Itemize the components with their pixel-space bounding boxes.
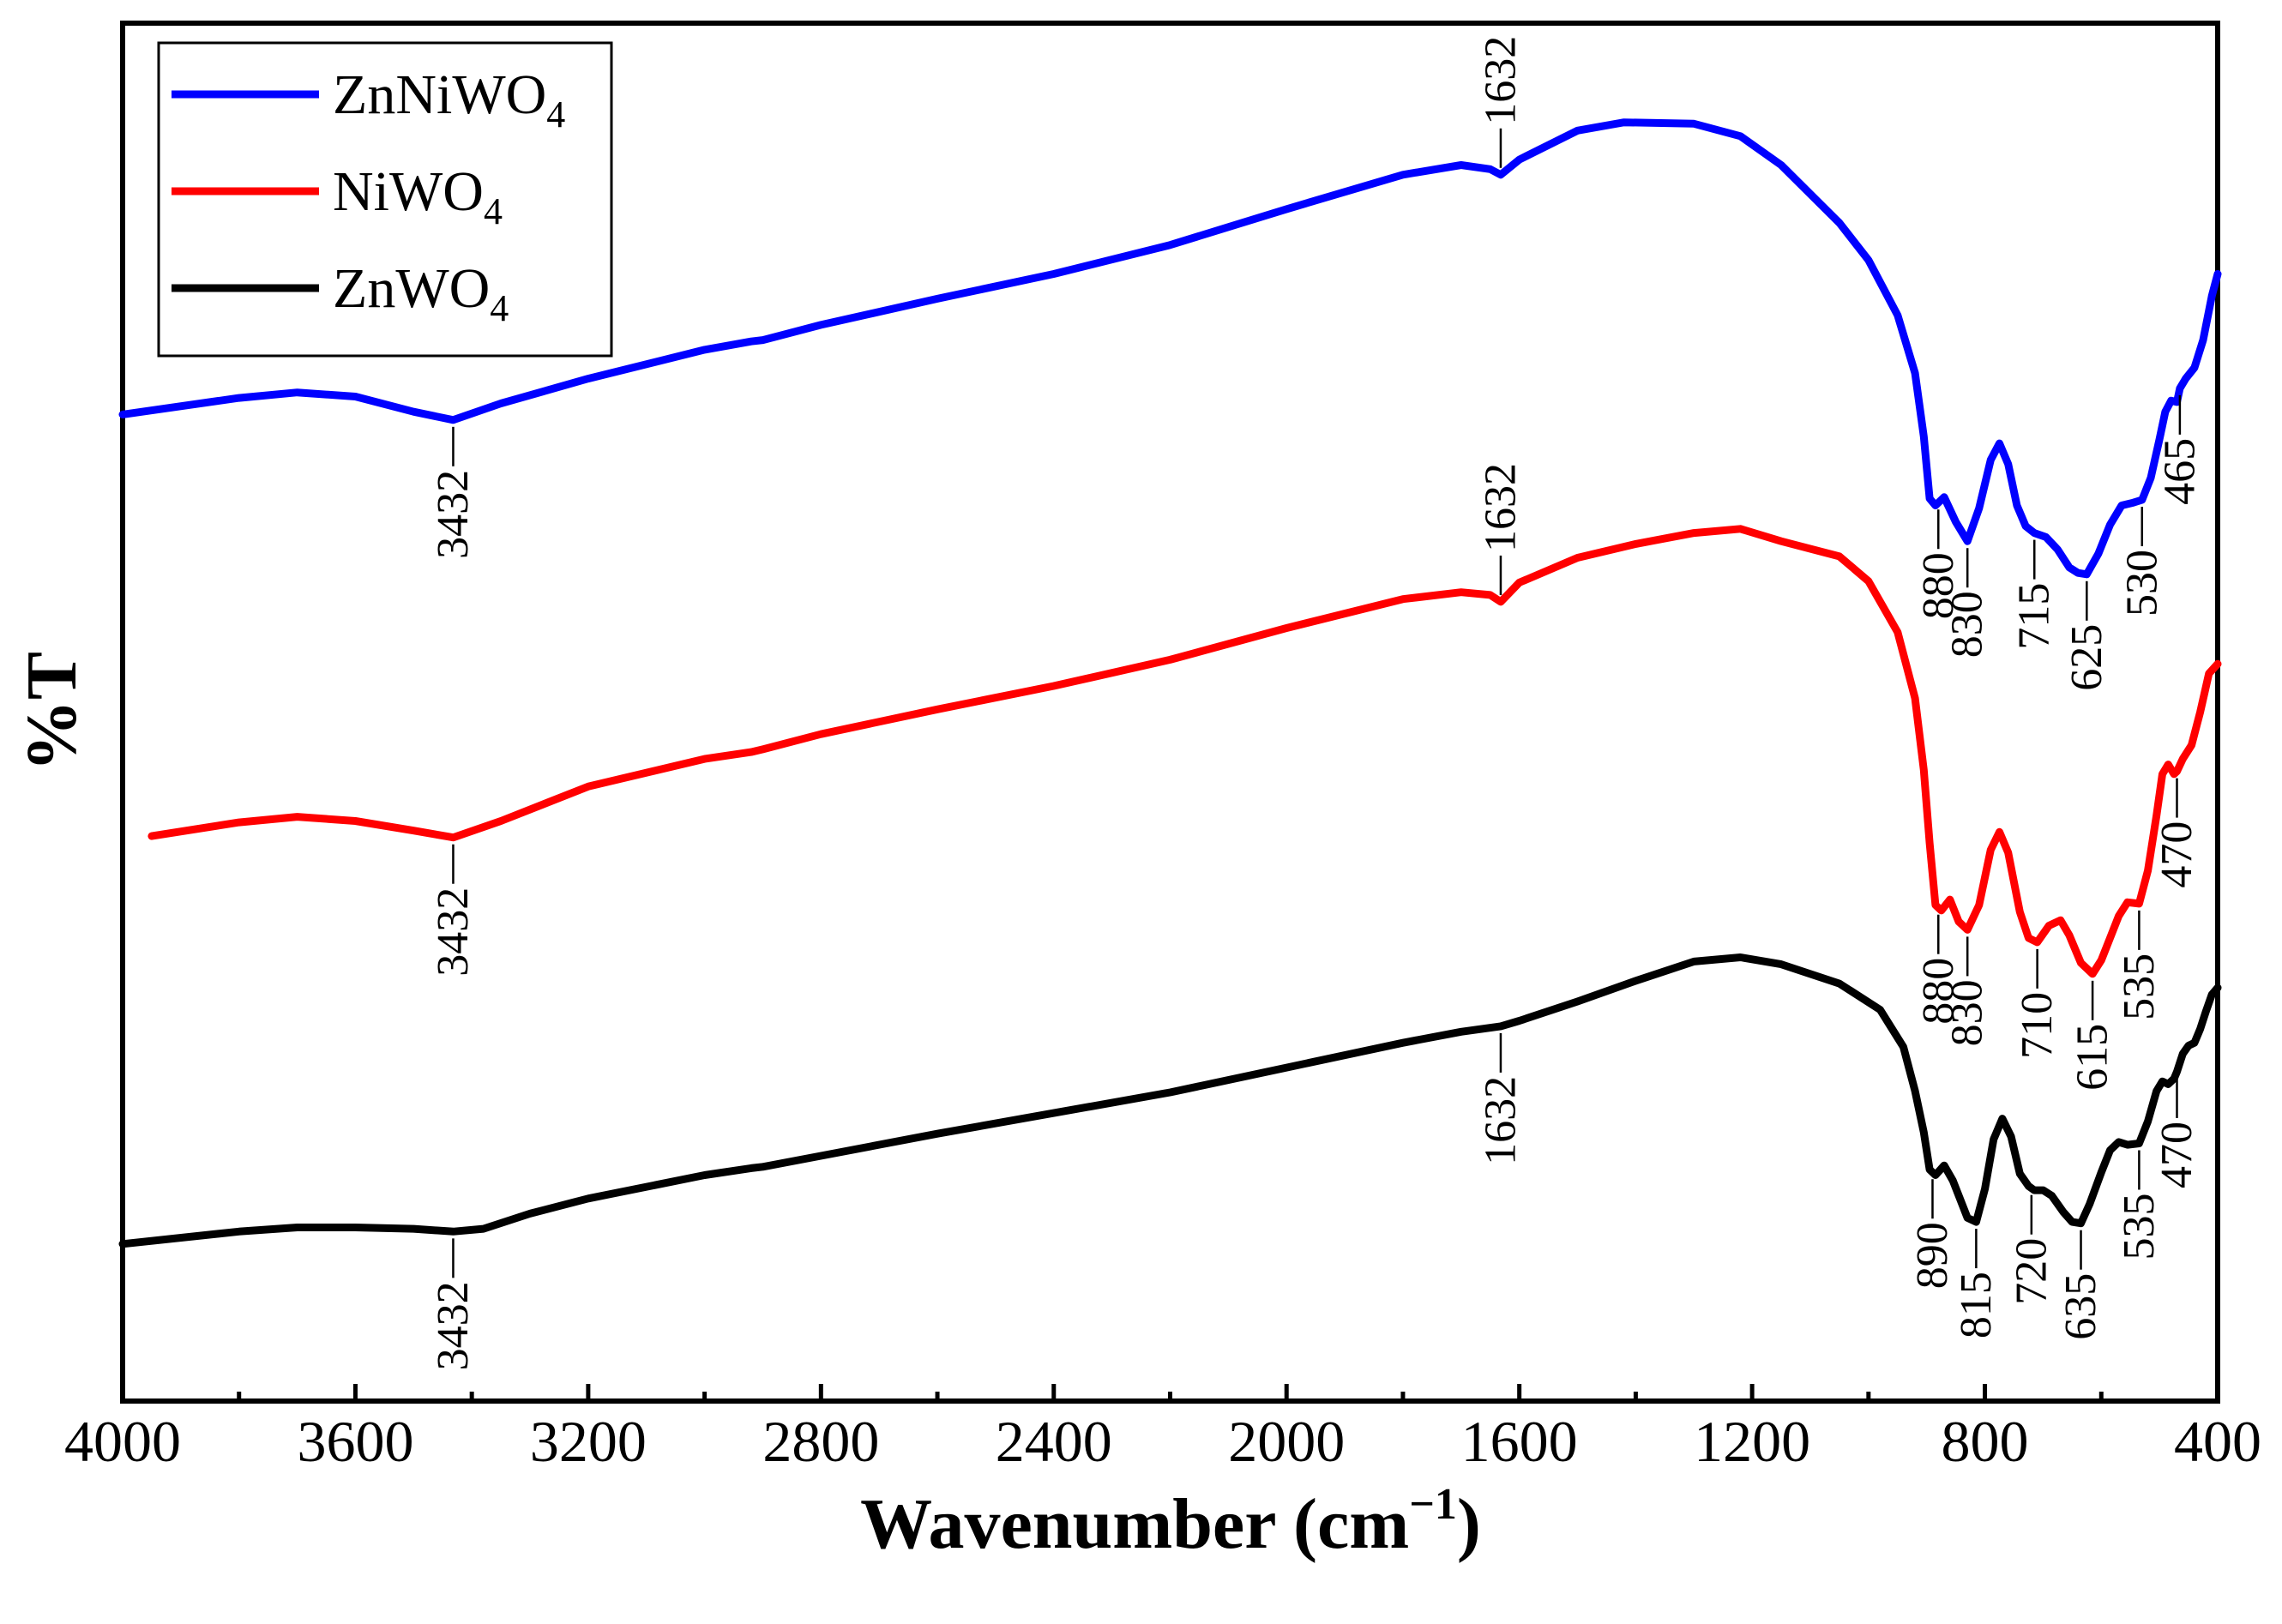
peak-label-625: 625 <box>2062 624 2111 691</box>
peak-label-880: 880 <box>1914 958 1963 1025</box>
x-axis-title: Wavenumber (cm−1) <box>860 1480 1481 1564</box>
x-tick-label: 2400 <box>996 1409 1112 1474</box>
series-layer <box>118 118 2222 1248</box>
x-axis-ticks: 4000 3600 3200 2800 2400 2000 1600 1200 800 400 <box>64 1384 2261 1474</box>
series-line-znniwo4 <box>118 118 2222 579</box>
x-axis-title-main: Wavenumber (cm <box>860 1484 1409 1564</box>
legend: ZnNiWO4 NiWO4 ZnWO4 <box>157 41 613 358</box>
peak-label-615: 615 <box>2068 1024 2117 1091</box>
legend-label-niwo4: NiWO4 <box>333 160 503 232</box>
x-tick-label: 3600 <box>297 1409 413 1474</box>
legend-label-znniwo4: ZnNiWO4 <box>333 63 565 135</box>
peak-label-3432: 3432 <box>429 887 478 977</box>
legend-items: ZnNiWO4 NiWO4 ZnWO4 <box>172 63 565 329</box>
peak-label-535: 535 <box>2115 1193 2164 1260</box>
peak-label-3432: 3432 <box>429 470 478 559</box>
peak-label-1632: 1632 <box>1476 36 1525 125</box>
peak-label-815: 815 <box>1952 1272 2001 1338</box>
peak-label-830: 830 <box>1943 591 1992 658</box>
peak-label-465: 465 <box>2155 438 2204 505</box>
peak-label-530: 530 <box>2117 550 2166 617</box>
peak-label-830: 830 <box>1943 979 1992 1046</box>
peak-label-635: 635 <box>2056 1273 2105 1340</box>
legend-label-znwo4: ZnWO4 <box>333 257 509 329</box>
peak-label-535: 535 <box>2115 953 2164 1020</box>
x-tick-label: 400 <box>2174 1409 2261 1474</box>
x-tick-label: 3200 <box>530 1409 647 1474</box>
peak-label-710: 710 <box>2013 992 2062 1059</box>
peak-label-1632: 1632 <box>1476 1076 1525 1165</box>
peak-label-3432: 3432 <box>429 1281 478 1370</box>
peak-label-1632: 1632 <box>1476 463 1525 552</box>
y-axis-title: %T <box>12 652 92 772</box>
series-line-znwo4 <box>118 953 2222 1248</box>
series-line-niwo4 <box>148 525 2222 978</box>
x-axis-title-close: ) <box>1457 1484 1481 1564</box>
x-tick-label: 1200 <box>1694 1409 1810 1474</box>
x-tick-label: 1600 <box>1461 1409 1578 1474</box>
peak-label-890: 890 <box>1908 1222 1957 1289</box>
peak-label-880: 880 <box>1914 552 1963 619</box>
x-tick-label: 2800 <box>762 1409 879 1474</box>
x-tick-label: 4000 <box>64 1409 181 1474</box>
peak-label-720: 720 <box>2007 1238 2056 1305</box>
peak-label-470: 470 <box>2153 1122 2201 1188</box>
peak-label-470: 470 <box>2153 821 2201 888</box>
x-axis-title-superscript: −1 <box>1409 1480 1457 1529</box>
x-tick-label: 800 <box>1942 1409 2029 1474</box>
peak-label-715: 715 <box>2010 583 2059 650</box>
x-tick-label: 2000 <box>1228 1409 1345 1474</box>
